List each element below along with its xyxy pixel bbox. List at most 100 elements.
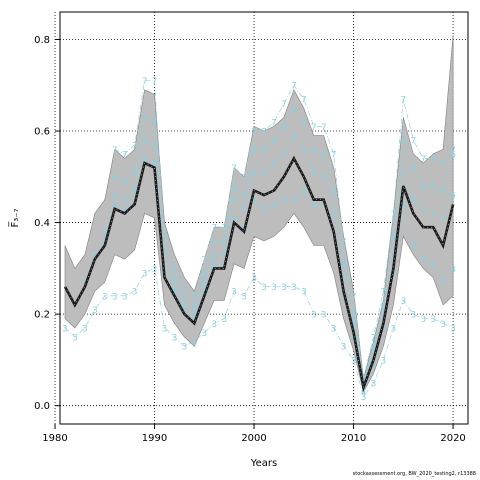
retro-run-marker: 3 [172, 334, 178, 344]
retro-run-line-7 [114, 80, 454, 379]
retro-run-marker: 6 [132, 169, 138, 179]
retro-run-marker: 3 [381, 356, 387, 366]
retro-run-marker: 7 [271, 118, 277, 128]
retro-run-marker: 3 [102, 292, 108, 302]
retro-run-marker: 5 [291, 132, 297, 142]
retro-run-marker: 5 [251, 169, 257, 179]
retro-run-marker: 5 [301, 146, 307, 156]
retro-run-marker: 7 [381, 288, 387, 298]
retro-run-marker: 4 [142, 155, 148, 165]
retro-run-marker: 5 [191, 311, 197, 321]
retro-run-marker: 5 [112, 192, 118, 202]
retro-run-marker: 5 [231, 196, 237, 206]
retro-run-marker: 3 [251, 274, 257, 284]
retro-run-marker: 3 [221, 315, 227, 325]
retro-run-marker: 6 [311, 146, 317, 156]
retro-run-marker: 5 [261, 169, 267, 179]
retro-run-marker: 4 [361, 388, 367, 398]
retro-run-marker: 6 [261, 146, 267, 156]
retro-run-marker: 6 [211, 237, 217, 247]
retro-run-marker: 7 [291, 82, 297, 92]
y-axis-title: F̅₃₋₇ [8, 208, 21, 227]
retro-run-marker: 7 [450, 146, 456, 156]
retro-run-marker: 6 [321, 150, 327, 160]
retro-run-marker: 5 [321, 173, 327, 183]
retro-run-marker: 7 [440, 160, 446, 170]
x-tick-label: 2010 [341, 433, 366, 444]
retro-run-marker: 5 [400, 169, 406, 179]
retro-run-marker: 3 [301, 288, 307, 298]
retro-run-marker: 6 [381, 301, 387, 311]
retro-run-marker: 3 [420, 315, 426, 325]
retro-run-marker: 6 [351, 311, 357, 321]
retro-run-marker: 5 [450, 192, 456, 202]
retro-run-marker: 7 [311, 123, 317, 133]
retro-run-marker: 5 [371, 347, 377, 357]
retro-run-marker: 3 [450, 324, 456, 334]
retro-run-marker: 6 [400, 137, 406, 147]
x-tick-label: 1980 [42, 433, 67, 444]
retro-run-marker: 4 [92, 251, 98, 261]
retro-run-marker: 3 [191, 338, 197, 348]
retro-run-marker: 4 [371, 361, 377, 371]
retro-run-marker: 6 [390, 233, 396, 243]
retro-run-marker: 7 [231, 164, 237, 174]
retro-run-marker: 3 [430, 315, 436, 325]
retro-run-marker: 3 [162, 324, 168, 334]
retro-run-marker: 7 [142, 77, 148, 87]
retro-run-marker: 6 [430, 182, 436, 192]
retro-run-marker: 4 [450, 265, 456, 275]
retro-run-marker: 5 [430, 210, 436, 220]
retro-run-marker: 3 [361, 393, 367, 403]
retro-run-marker: 7 [221, 224, 227, 234]
retro-run-marker: 3 [341, 343, 347, 353]
retro-run-marker: 5 [410, 196, 416, 206]
x-tick-label: 1990 [142, 433, 167, 444]
retro-run-marker: 4 [261, 205, 267, 215]
retro-run-marker: 5 [172, 283, 178, 293]
y-tick-label: 0.4 [34, 218, 50, 229]
y-tick-label: 0.6 [34, 127, 50, 138]
retro-run-marker: 4 [172, 288, 178, 298]
retro-run-marker: 5 [331, 210, 337, 220]
retro-run-marker: 3 [281, 283, 287, 293]
x-tick-label: 2020 [440, 433, 465, 444]
retro-run-line-3 [64, 267, 454, 398]
retro-run-marker: 7 [390, 210, 396, 220]
x-tick-label: 2000 [241, 433, 266, 444]
retro-run-marker: 3 [261, 283, 267, 293]
retro-run-marker: 4 [311, 201, 317, 211]
retro-run-marker: 7 [201, 256, 207, 266]
retro-run-marker: 6 [271, 137, 277, 147]
retro-run-marker: 7 [430, 155, 436, 165]
retro-run-marker: 6 [450, 150, 456, 160]
retro-run-marker: 5 [102, 228, 108, 238]
retro-run-marker: 6 [341, 260, 347, 270]
retro-run-marker: 4 [152, 160, 158, 170]
retro-run-marker: 7 [281, 100, 287, 110]
retro-run-marker: 5 [281, 150, 287, 160]
retro-run-marker: 5 [420, 205, 426, 215]
retro-run-line-5 [104, 134, 454, 383]
retro-run-marker: 3 [400, 297, 406, 307]
retro-run-marker: 3 [291, 283, 297, 293]
retro-run-marker: 7 [361, 375, 367, 385]
retro-run-marker: 4 [231, 215, 237, 225]
retro-run-marker: 5 [132, 187, 138, 197]
retro-run-line-6 [114, 107, 454, 383]
retro-run-marker: 7 [162, 233, 168, 243]
retro-run-marker: 3 [182, 343, 188, 353]
retro-run-marker: 6 [182, 292, 188, 302]
retro-run-marker: 7 [331, 150, 337, 160]
retro-run-marker: 4 [420, 256, 426, 266]
confidence-band-area [64, 34, 454, 393]
retro-run-marker: 3 [390, 324, 396, 334]
retro-run-marker: 3 [371, 379, 377, 389]
retro-run-marker: 3 [72, 334, 78, 344]
retro-run-marker: 4 [271, 201, 277, 211]
retro-run-marker: 3 [311, 311, 317, 321]
retro-run-marker: 3 [271, 283, 277, 293]
retro-run-marker: 3 [132, 288, 138, 298]
